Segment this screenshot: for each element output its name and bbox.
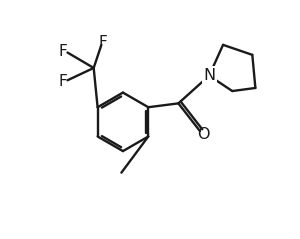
Text: F: F [58, 74, 67, 88]
Text: N: N [203, 68, 215, 83]
Text: F: F [99, 35, 107, 50]
Text: O: O [197, 127, 209, 142]
Text: F: F [58, 44, 67, 59]
